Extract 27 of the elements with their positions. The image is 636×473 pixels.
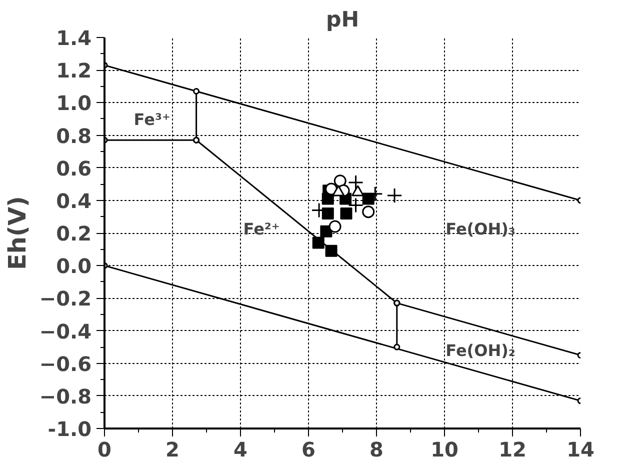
x-tick-label: 10: [430, 438, 458, 462]
x-axis-title: pH: [326, 8, 360, 32]
annotation: Fe²⁺: [243, 220, 280, 239]
x-tick-label: 2: [166, 438, 180, 462]
y-tick-label: 1.2: [56, 58, 92, 83]
y-tick-label: 0.6: [56, 156, 92, 180]
y-tick-label: 0.2: [56, 222, 92, 246]
y-tick-label: 0.4: [56, 188, 92, 213]
y-tick-label: 1.4: [56, 26, 92, 50]
annotation: Fe³⁺: [134, 110, 170, 130]
x-tick-label: 0: [98, 438, 112, 462]
x-tick-label: 6: [302, 438, 316, 462]
y-tick-label: 1.0: [56, 91, 92, 116]
x-tick-label: 12: [498, 438, 526, 462]
y-tick-label: 0.8: [56, 124, 92, 148]
x-tick-label: 14: [566, 438, 594, 462]
y-axis-title: Eh(V): [3, 196, 32, 270]
y-tick-label: −0.4: [39, 319, 92, 344]
annotation: Fe(OH)₂: [446, 340, 516, 360]
annotation: Fe(OH)₃: [446, 220, 516, 239]
y-tick-label: −0.2: [39, 286, 92, 311]
y-tick-label: 0.0: [56, 254, 92, 278]
x-tick-label: 4: [234, 438, 248, 462]
y-tick-label: −0.8: [39, 384, 92, 408]
x-tick-label: 8: [370, 438, 384, 462]
y-tick-label: -1.0: [48, 417, 92, 441]
y-tick-label: −0.6: [39, 352, 92, 376]
